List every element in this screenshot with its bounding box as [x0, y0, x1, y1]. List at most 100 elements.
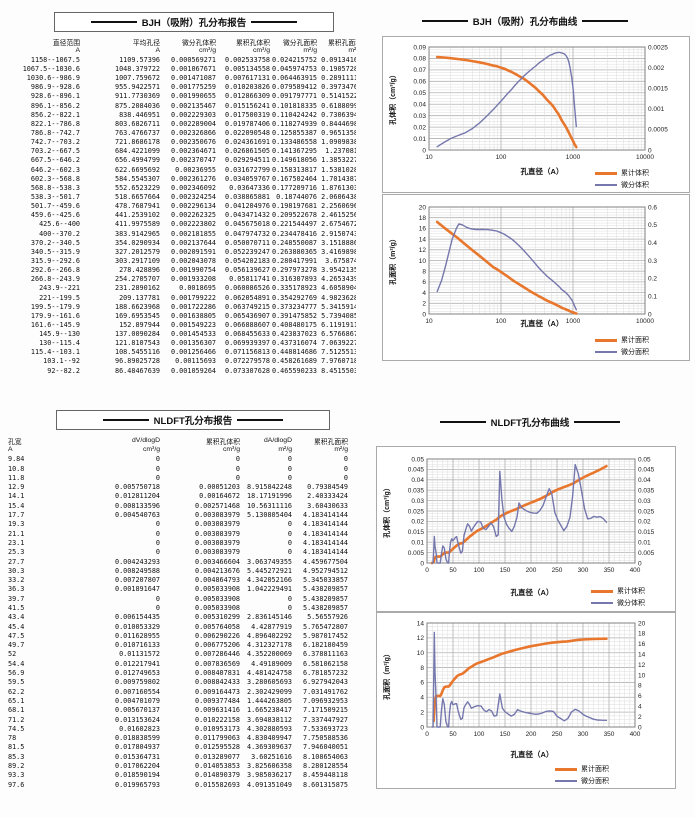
- table-cell: 169.6953545: [114, 311, 160, 320]
- svg-text:6: 6: [638, 693, 642, 700]
- column-header: dA/dlogD: [264, 437, 292, 445]
- table-cell: 742.7--703.2: [30, 138, 80, 147]
- table-cell: 161.6--145.9: [30, 320, 80, 329]
- svg-text:350: 350: [604, 731, 615, 738]
- table-cell: 0.064463915: [271, 74, 317, 83]
- svg-text:0: 0: [425, 731, 429, 738]
- table-cell: 0.39734760: [321, 83, 356, 92]
- table-cell: 0.263880365: [271, 247, 317, 256]
- table-row: 21.1 0 0.003083979 0 4.183414144: [4, 529, 350, 538]
- table-cell: 130--115.4: [39, 339, 80, 348]
- x-axis-title: 孔直径（A）: [510, 750, 554, 759]
- table-cell: 803.6826711: [114, 119, 160, 128]
- table-cell: 3.825606358: [246, 762, 292, 771]
- table-cell: 1.87613034: [321, 183, 356, 192]
- table-row: 74.5 0.01602823 0.010953173 4.302880593 7.53…: [4, 724, 350, 733]
- svg-text:8: 8: [420, 665, 424, 672]
- table-cell: 97.6: [8, 780, 25, 789]
- table-cell: 0.047974732: [224, 229, 270, 238]
- table-cell: 0.96513582: [321, 128, 356, 137]
- table-row: 115.4--103.1 108.5455116 0.001256466 0.0711…: [4, 348, 356, 357]
- table-cell: 0.000569271: [170, 55, 216, 64]
- table-cell: 4.302880593: [246, 724, 292, 733]
- svg-text:0.02: 0.02: [413, 124, 426, 131]
- legend-item: 累计面积: [595, 335, 649, 345]
- table-row: 30.3 0.008249588 0.004213676 5.445272921 4.9…: [4, 566, 350, 575]
- table-cell: 103.1--92: [43, 357, 80, 366]
- svg-text:0: 0: [648, 311, 652, 318]
- table-cell: 4.183414144: [302, 529, 348, 538]
- table-cell: 5.765472807: [302, 622, 348, 631]
- table-cell: 7.533693723: [302, 724, 348, 733]
- column-header: 孔宽: [8, 438, 22, 446]
- table-cell: 68.1: [8, 706, 25, 715]
- table-cell: 3.15188860: [321, 238, 356, 247]
- table-cell: 59.5: [8, 678, 25, 687]
- table-cell: 0.01131572: [119, 650, 160, 659]
- bjh-curve-title: BJH（吸附）孔分布曲线: [419, 13, 631, 29]
- table-cell: 400--370.2: [39, 229, 80, 238]
- table-cell: 254.2705707: [114, 275, 160, 284]
- svg-text:0.1: 0.1: [648, 293, 657, 300]
- bjh-volume-chart: 0 0.01 0.02 0.03 0.04 0.05 0.06 0.07 0.08 0.09 0 0.…: [382, 36, 690, 193]
- table-cell: 0.050070711: [224, 238, 270, 247]
- table-cell: 538.3--501.7: [30, 192, 80, 201]
- table-row: 221--199.5 209.137781 0.001799222 0.0620548…: [4, 293, 356, 302]
- table-cell: 0.004213676: [194, 566, 240, 575]
- table-cell: 763.4766737: [114, 128, 160, 137]
- table-cell: 86.48467639: [114, 366, 160, 373]
- table-cell: 137.0090284: [114, 330, 160, 339]
- table-cell: 0.045675018: [224, 220, 270, 229]
- table-cell: 41.5: [8, 603, 25, 612]
- legend-item: 累计体积: [591, 586, 645, 596]
- table-cell: 3.6758740: [325, 256, 356, 265]
- column-header: 微分孔面积: [283, 39, 317, 47]
- table-cell: 0.022090548: [224, 128, 270, 137]
- table-cell: 0: [155, 603, 160, 612]
- svg-text:300: 300: [578, 567, 589, 574]
- table-cell: 1.38532275: [321, 156, 356, 165]
- table-cell: 667.5--646.2: [30, 156, 80, 165]
- legend-line-differential: [595, 351, 617, 353]
- chart-legend: 累计体积 微分体积: [595, 168, 649, 190]
- table-cell: 875.2084036: [114, 101, 160, 110]
- svg-text:10: 10: [425, 318, 433, 325]
- table-row: 538.3--501.7 518.6657664 0.002324254 0.0388…: [4, 192, 356, 201]
- table-row: 93.3 0.018590194 0.014890379 3.985036217 8.4…: [4, 771, 350, 780]
- table-cell: 478.7687941: [114, 202, 160, 211]
- column-header: m²/g: [348, 47, 356, 55]
- table-cell: 0.005764058: [194, 622, 240, 631]
- table-cell: 0.004540763: [114, 511, 160, 520]
- table-cell: 0.005670137: [114, 706, 160, 715]
- svg-text:0.005: 0.005: [638, 550, 655, 557]
- table-cell: 0: [287, 520, 292, 529]
- table-cell: 646.2--602.3: [30, 165, 80, 174]
- bjh-volume-chart-plot: 0 0.01 0.02 0.03 0.04 0.05 0.06 0.07 0.08 0.09 0 0.…: [413, 44, 668, 161]
- table-cell: 5.438209857: [302, 594, 348, 603]
- table-cell: 21.1: [8, 529, 25, 538]
- table-cell: 0.00115693: [175, 357, 216, 366]
- table-cell: 0.125855387: [271, 128, 317, 137]
- table-cell: 0.297973278: [271, 266, 317, 275]
- table-cell: 7.06392276: [321, 339, 356, 348]
- svg-text:20: 20: [419, 204, 427, 211]
- table-row: 56.9 0.012749653 0.008407831 4.481424758 6.7…: [4, 668, 350, 677]
- table-cell: 179.9--161.6: [30, 311, 80, 320]
- svg-text:100: 100: [496, 318, 507, 325]
- table-cell: 3.985036217: [246, 771, 292, 780]
- svg-text:14: 14: [419, 236, 427, 243]
- table-cell: 5.130805404: [246, 511, 292, 520]
- svg-text:0.015: 0.015: [408, 529, 425, 536]
- legend-item: 微分体积: [591, 598, 645, 608]
- table-row: 52 0.01131572 0.007286446 4.352200069 6.3788…: [4, 650, 350, 659]
- table-cell: 0.019787406: [224, 119, 270, 128]
- table-cell: 0.423837023: [271, 330, 317, 339]
- table-cell: 0.458261689: [271, 357, 317, 366]
- table-cell: 0.010953173: [194, 724, 240, 733]
- legend-label: 累计面积: [581, 766, 609, 773]
- table-cell: 0.043471432: [224, 211, 270, 220]
- table-cell: 0.024361691: [224, 138, 270, 147]
- table-cell: 0: [287, 594, 292, 603]
- table-cell: 6.57668673: [321, 330, 356, 339]
